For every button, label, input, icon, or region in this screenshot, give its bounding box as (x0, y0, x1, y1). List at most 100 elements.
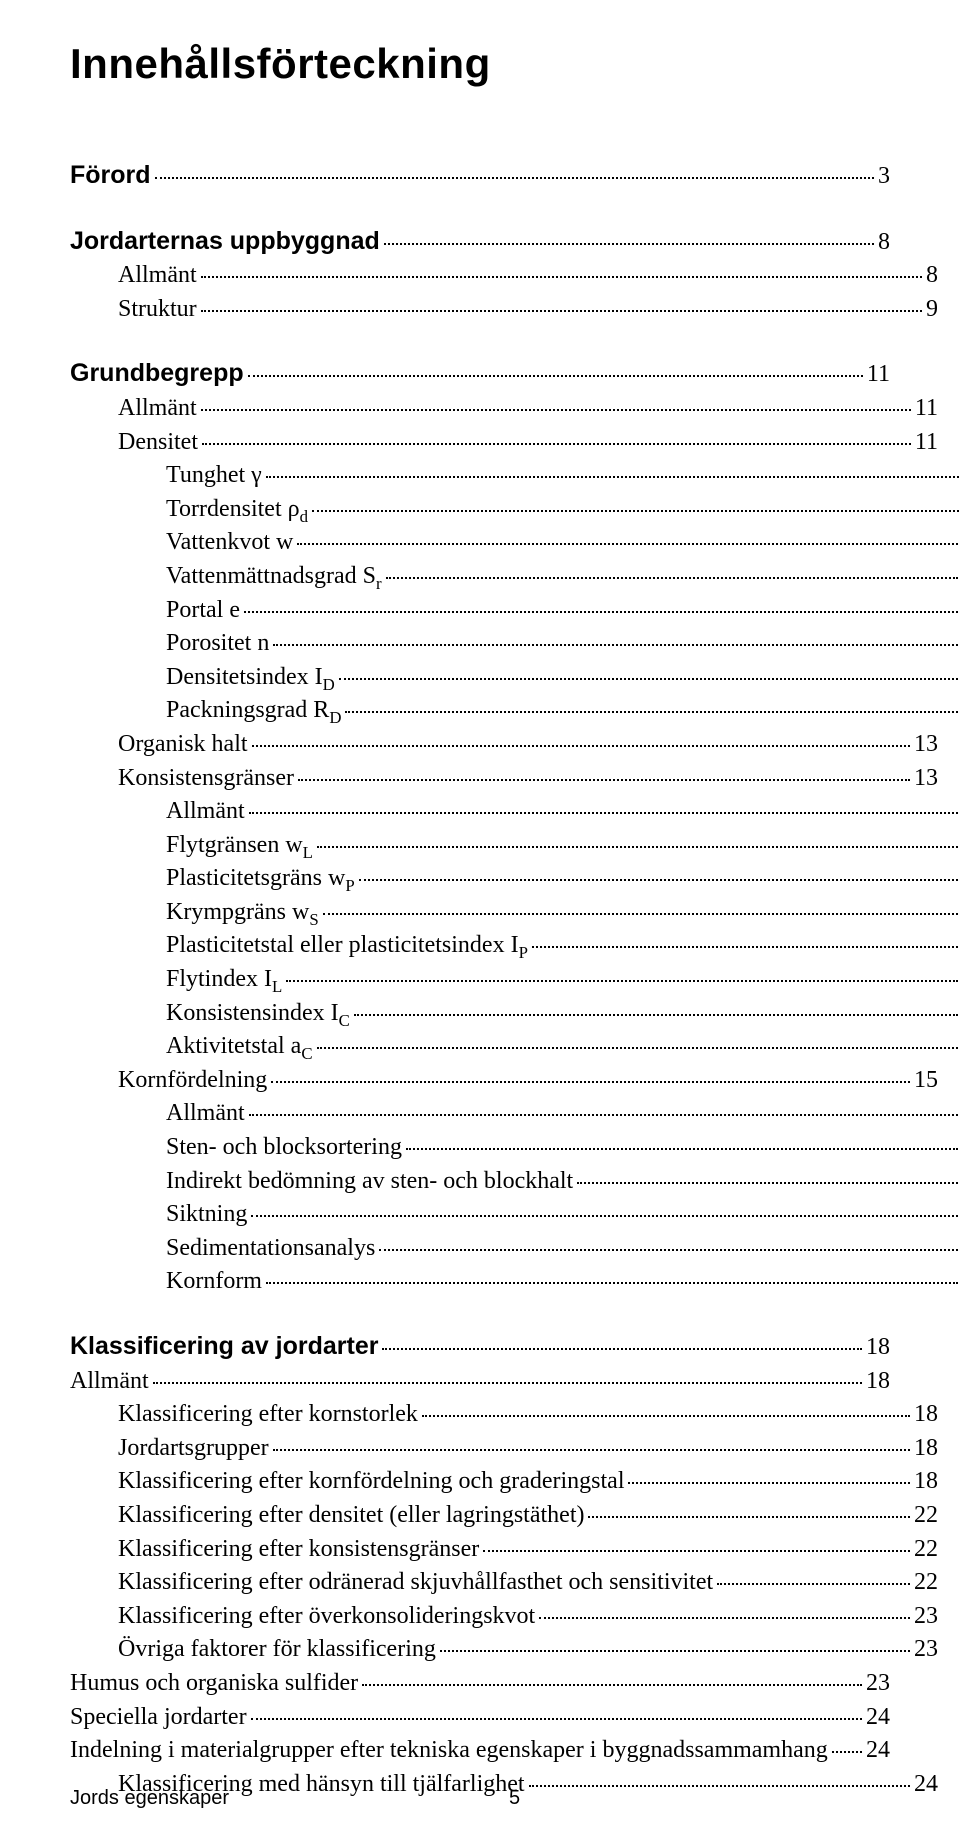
toc-row: Torrdensitet ρd11 (70, 493, 960, 527)
toc-label: Klassificering efter odränerad skjuvhåll… (118, 1566, 713, 1600)
toc-leader-dots (440, 1649, 910, 1652)
toc-leader-dots (251, 1717, 862, 1720)
toc-row: Siktning16 (70, 1198, 960, 1232)
toc-row: Densitet11 (70, 426, 938, 460)
toc-label: Densitet (118, 426, 198, 460)
toc-row: Densitetsindex ID12 (70, 661, 960, 695)
toc-page-number: 22 (914, 1499, 938, 1533)
toc-label: Klassificering efter kornstorlek (118, 1398, 418, 1432)
toc-leader-dots (155, 176, 874, 179)
toc-leader-dots (201, 275, 922, 278)
toc-leader-dots (379, 1248, 958, 1251)
toc-label: Kornform (166, 1265, 262, 1299)
toc-label: Indelning i materialgrupper efter teknis… (70, 1734, 828, 1768)
toc-page-number: 22 (914, 1533, 938, 1567)
toc-row: Allmänt8 (70, 259, 938, 293)
toc-row: Allmänt11 (70, 392, 938, 426)
toc-row: Klassificering efter densitet (eller lag… (70, 1499, 938, 1533)
toc-label: Allmänt (70, 1365, 149, 1399)
toc-label: Humus och organiska sulfider (70, 1667, 358, 1701)
toc-label: Grundbegrepp (70, 356, 244, 391)
toc-row: Allmänt18 (70, 1365, 890, 1399)
toc-label: Jordarternas uppbyggnad (70, 224, 380, 259)
table-of-contents: Förord3Jordarternas uppbyggnad8Allmänt8S… (70, 158, 890, 1801)
toc-leader-dots (532, 945, 958, 948)
toc-row: Vattenkvot w12 (70, 526, 960, 560)
toc-leader-dots (345, 710, 958, 713)
page-footer: Jords egenskaper 5 (70, 1787, 890, 1810)
toc-label: Klassificering efter kornfördelning och … (118, 1465, 624, 1499)
toc-label: Vattenmättnadsgrad Sr (166, 560, 382, 594)
toc-label: Konsistensindex IC (166, 997, 350, 1031)
toc-row: Jordarternas uppbyggnad8 (70, 224, 890, 260)
toc-page-number: 24 (866, 1734, 890, 1768)
toc-row: Indirekt bedömning av sten- och blockhal… (70, 1165, 960, 1199)
toc-row: Speciella jordarter24 (70, 1701, 890, 1735)
toc-label: Aktivitetstal aC (166, 1030, 313, 1064)
toc-leader-dots (201, 408, 911, 411)
toc-row: Klassificering efter konsistensgränser22 (70, 1533, 938, 1567)
toc-leader-dots (273, 1448, 910, 1451)
toc-leader-dots (252, 744, 910, 747)
toc-label: Jordartsgrupper (118, 1432, 269, 1466)
toc-leader-dots (248, 374, 863, 377)
toc-leader-dots (298, 778, 910, 781)
toc-leader-dots (244, 610, 958, 613)
toc-page-number: 3 (878, 160, 890, 194)
toc-page-number: 13 (914, 762, 938, 796)
toc-label: Flytindex IL (166, 963, 282, 997)
toc-label: Förord (70, 158, 151, 193)
toc-row: Krympgräns wS15 (70, 896, 960, 930)
toc-row: Kornform17 (70, 1265, 960, 1299)
toc-row: Tunghet γ11 (70, 459, 960, 493)
toc-leader-dots (832, 1750, 862, 1753)
toc-label: Siktning (166, 1198, 247, 1232)
toc-page-number: 15 (914, 1064, 938, 1098)
toc-row: Indelning i materialgrupper efter teknis… (70, 1734, 890, 1768)
toc-label: Klassificering efter överkonsolideringsk… (118, 1600, 535, 1634)
toc-row: Klassificering efter kornstorlek18 (70, 1398, 938, 1432)
toc-leader-dots (201, 309, 922, 312)
toc-page-number: 23 (866, 1667, 890, 1701)
toc-leader-dots (323, 912, 958, 915)
footer-page-number: 5 (509, 1787, 520, 1810)
toc-row: Porositet n12 (70, 627, 960, 661)
toc-label: Packningsgrad RD (166, 694, 341, 728)
toc-page-number: 18 (866, 1331, 890, 1365)
toc-label: Klassificering av jordarter (70, 1329, 378, 1364)
toc-leader-dots (297, 542, 958, 545)
toc-leader-dots (286, 979, 958, 982)
toc-row: Allmänt16 (70, 1097, 960, 1131)
toc-leader-dots (382, 1347, 862, 1350)
toc-page-number: 24 (914, 1768, 938, 1802)
toc-leader-dots (271, 1080, 910, 1083)
toc-leader-dots (406, 1147, 958, 1150)
toc-leader-dots (251, 1214, 958, 1217)
toc-row: Konsistensindex IC15 (70, 997, 960, 1031)
toc-leader-dots (273, 643, 958, 646)
toc-page-number: 23 (914, 1633, 938, 1667)
toc-page-number: 23 (914, 1600, 938, 1634)
toc-row: Sten- och blocksortering16 (70, 1131, 960, 1165)
toc-leader-dots (266, 475, 959, 478)
toc-row: Klassificering efter överkonsolideringsk… (70, 1600, 938, 1634)
toc-row: Packningsgrad RD13 (70, 694, 960, 728)
toc-label: Tunghet γ (166, 459, 262, 493)
toc-leader-dots (717, 1582, 910, 1585)
toc-row: Organisk halt13 (70, 728, 938, 762)
toc-page-number: 11 (867, 358, 890, 392)
toc-row: Portal e12 (70, 594, 960, 628)
toc-row: Humus och organiska sulfider 23 (70, 1667, 890, 1701)
toc-label: Klassificering efter densitet (eller lag… (118, 1499, 584, 1533)
toc-row: Struktur9 (70, 293, 938, 327)
toc-label: Sten- och blocksortering (166, 1131, 402, 1165)
toc-label: Allmänt (166, 1097, 245, 1131)
toc-label: Indirekt bedömning av sten- och blockhal… (166, 1165, 573, 1199)
toc-row: Klassificering av jordarter 18 (70, 1329, 890, 1365)
toc-row: Plasticitetsgräns wP14 (70, 862, 960, 896)
toc-row: Övriga faktorer för klassificering23 (70, 1633, 938, 1667)
toc-label: Kornfördelning (118, 1064, 267, 1098)
toc-page-number: 24 (866, 1701, 890, 1735)
toc-label: Krympgräns wS (166, 896, 319, 930)
toc-row: Sedimentationsanalys16 (70, 1232, 960, 1266)
